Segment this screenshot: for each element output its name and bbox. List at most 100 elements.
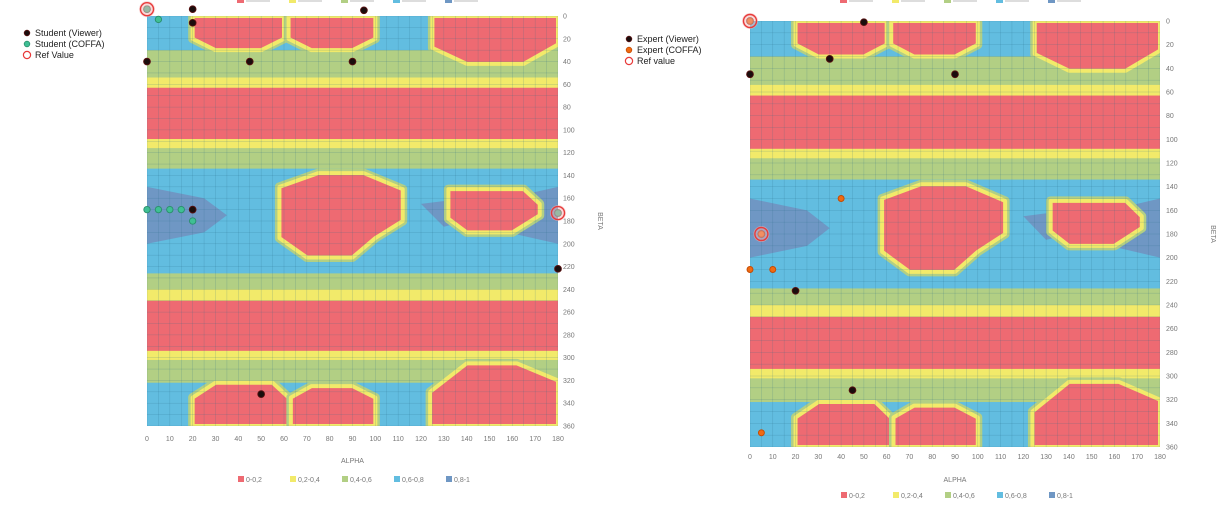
y-axis-label: BETA — [1209, 225, 1216, 243]
coffa-point — [746, 266, 754, 273]
top-legend-text-fragment — [1005, 0, 1029, 2]
contour-red-blob — [1030, 379, 1160, 447]
y-tick-label: 160 — [563, 196, 575, 203]
top-legend-text-fragment — [953, 0, 977, 2]
y-tick-label: 20 — [1166, 42, 1174, 49]
x-tick-label: 140 — [461, 436, 473, 443]
legend-label: Expert (Viewer) — [637, 34, 699, 44]
x-tick-label: 180 — [552, 436, 564, 443]
x-tick-label: 130 — [438, 436, 450, 443]
top-legend-text-fragment — [298, 0, 322, 2]
y-tick-label: 220 — [1166, 279, 1178, 286]
band-legend-swatch — [841, 492, 847, 498]
contour-red-blob — [428, 361, 558, 426]
data-points — [742, 13, 959, 437]
x-tick-label: 30 — [814, 454, 822, 461]
x-tick-label: 160 — [506, 436, 518, 443]
top-legend-text-fragment — [246, 0, 270, 2]
coffa-point — [154, 205, 163, 214]
contour-band — [750, 148, 1160, 161]
y-tick-label: 280 — [1166, 350, 1178, 357]
ref-halo — [139, 1, 155, 18]
legend-label: Ref value — [637, 56, 675, 66]
y-tick-label: 260 — [1166, 326, 1178, 333]
x-tick-label: 60 — [883, 454, 891, 461]
coffa-point — [154, 15, 163, 24]
band-legend-label: 0,6-0,8 — [402, 477, 424, 484]
contour-area — [750, 21, 1160, 447]
y-tick-label: 260 — [563, 310, 575, 317]
top-legend-swatch — [944, 0, 951, 3]
contour-red-blob — [286, 16, 378, 53]
x-tick-label: 80 — [928, 454, 936, 461]
y-tick-label: 340 — [1166, 421, 1178, 428]
top-legend-swatch — [445, 0, 452, 3]
y-tick-label: 340 — [563, 401, 575, 408]
contour-band — [750, 316, 1160, 372]
y-tick-label: 120 — [563, 150, 575, 157]
x-tick-label: 70 — [906, 454, 914, 461]
legend-ref-marker — [624, 56, 634, 66]
top-legend-text-fragment — [350, 0, 374, 2]
contour-band — [147, 289, 558, 303]
y-tick-label: 100 — [1166, 137, 1178, 144]
legend-ref-marker — [22, 50, 32, 60]
y-tick-label: 160 — [1166, 208, 1178, 215]
coffa-point — [166, 205, 174, 214]
y-axis-label: BETA — [596, 212, 603, 230]
ref-marker — [139, 1, 155, 17]
band-legend-swatch — [893, 492, 899, 498]
band-legend-label: 0-0,2 — [246, 477, 262, 484]
top-legend-text-fragment — [901, 0, 925, 2]
coffa-point — [837, 195, 845, 202]
x-tick-label: 170 — [529, 436, 541, 443]
y-tick-label: 140 — [563, 173, 575, 180]
contour-area — [147, 16, 558, 426]
y-tick-label: 280 — [563, 332, 575, 339]
coffa-point — [769, 266, 777, 273]
contour-band — [147, 139, 558, 151]
band-legend-label: 0,8-1 — [1057, 493, 1073, 500]
viewer-point — [360, 6, 368, 15]
contour-red-blob — [880, 182, 1008, 274]
top-legend-text-fragment — [402, 0, 426, 2]
viewer-point — [746, 70, 754, 79]
y-tick-label: 200 — [563, 241, 575, 248]
viewer-point — [860, 18, 868, 27]
band-legend-label: 0,6-0,8 — [1005, 493, 1027, 500]
contour-red-blob — [190, 380, 291, 426]
x-tick-label: 100 — [972, 454, 984, 461]
viewer-point — [188, 205, 197, 214]
y-tick-label: 320 — [1166, 397, 1178, 404]
top-legend-swatch — [341, 0, 348, 3]
band-legend-swatch — [342, 476, 348, 482]
top-legend-text-fragment — [849, 0, 873, 2]
y-tick-label: 80 — [563, 105, 571, 112]
y-tick-label: 300 — [563, 355, 575, 362]
contour-red-blob — [430, 16, 558, 66]
ref-marker — [754, 226, 769, 242]
series-legend: Expert (Viewer)Expert (COFFA)Ref value — [624, 34, 702, 66]
band-legend-swatch — [238, 476, 244, 482]
y-tick-label: 360 — [1166, 445, 1178, 452]
contour-red-blob — [1048, 198, 1144, 248]
x-tick-label: 60 — [280, 436, 288, 443]
y-tick-label: 240 — [1166, 303, 1178, 310]
contour-band — [750, 305, 1160, 320]
contour-red-blob — [288, 384, 378, 426]
contour-dark-lobe — [147, 186, 227, 244]
contour-dark-lobe — [750, 198, 830, 258]
y-tick-label: 40 — [1166, 66, 1174, 73]
x-tick-label: 90 — [349, 436, 357, 443]
y-tick-label: 240 — [563, 287, 575, 294]
ref-halo — [753, 226, 770, 242]
ref-marker — [550, 205, 566, 221]
viewer-point — [188, 5, 197, 14]
coffa-point — [177, 205, 185, 214]
data-points — [139, 1, 566, 398]
legend-label: Student (COFFA) — [35, 39, 105, 49]
coffa-point — [189, 217, 197, 225]
plot-2: 0 10 20 30 40 50 60 70 80 90 100 110 120 130 140 150 160… — [624, 0, 1216, 500]
band-legend-swatch — [290, 476, 296, 482]
x-tick-label: 50 — [860, 454, 868, 461]
